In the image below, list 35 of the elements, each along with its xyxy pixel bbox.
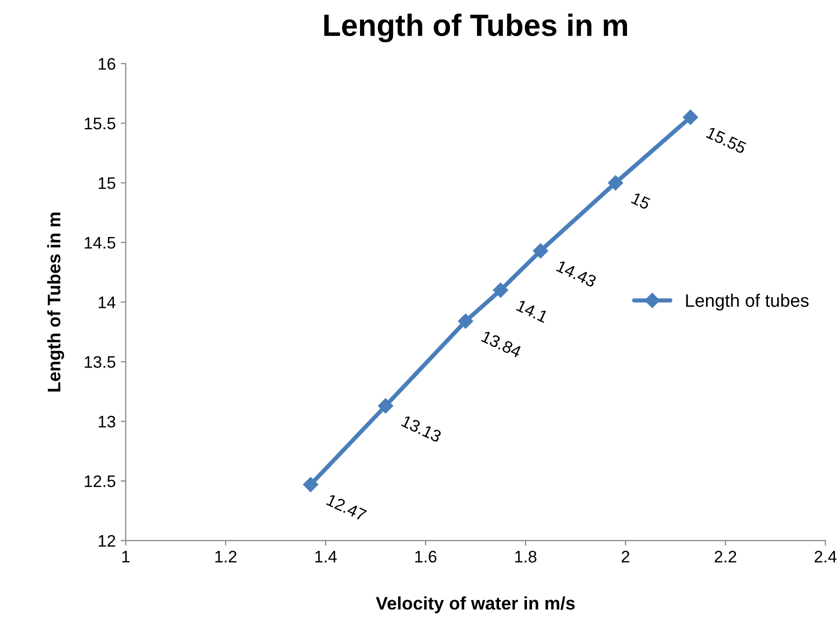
point: [608, 175, 624, 190]
y-tick-label: 14: [98, 296, 116, 308]
y-tick-label: 16: [98, 58, 116, 70]
point: [682, 110, 698, 125]
y-axis-title: Length of Tubes in m: [47, 212, 64, 392]
x-tick-label: 2: [622, 550, 630, 562]
y-tick-label: 13: [98, 416, 116, 428]
x-tick-label: 1.6: [415, 550, 436, 563]
point: [303, 476, 318, 492]
chart-title: Length of Tubes in m: [324, 14, 628, 42]
x-tick-label: 1.2: [215, 550, 236, 562]
y-tick-label: 13.5: [84, 356, 116, 368]
y-tick-label: 14.5: [84, 237, 116, 249]
x-tick-label: 1: [122, 550, 130, 562]
data-label: 14.1: [516, 300, 548, 323]
y-tick-label: 12.5: [84, 475, 116, 488]
point: [492, 282, 508, 298]
x-tick-label: 1.8: [515, 550, 536, 563]
data-label: 15: [630, 192, 651, 210]
data-label: 12.47: [326, 494, 367, 522]
x-axis-title: Velocity of water in m/s: [376, 596, 575, 614]
data-label: 15.55: [706, 126, 747, 154]
point: [532, 243, 548, 258]
x-tick-label: 2.2: [714, 550, 736, 562]
data-label: 14.43: [556, 260, 597, 288]
point: [378, 398, 394, 414]
data-label: 13.84: [480, 330, 522, 358]
x-tick-label: 2.4: [814, 550, 837, 562]
y-tick-label: 15: [98, 177, 116, 190]
legend-label: Length of tubes: [686, 294, 809, 311]
data-label: 13.13: [401, 415, 442, 443]
x-tick-label: 1.4: [315, 550, 337, 562]
point: [458, 314, 474, 329]
y-tick-label: 12: [98, 535, 116, 547]
y-tick-label: 15.5: [84, 118, 116, 130]
